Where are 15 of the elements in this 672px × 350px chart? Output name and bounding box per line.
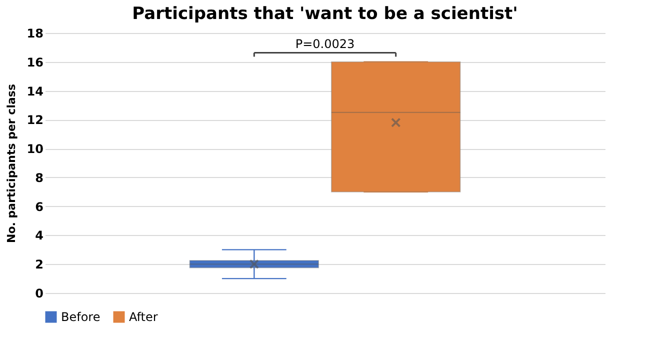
y-tick-label: 2 <box>35 258 44 272</box>
legend-label: After <box>129 310 158 324</box>
y-axis-title: No. participants per class <box>4 84 18 243</box>
y-tick-label: 8 <box>35 170 44 185</box>
y-tick-label: 18 <box>26 26 44 40</box>
legend-label: Before <box>61 310 100 324</box>
y-tick-label: 6 <box>35 200 44 214</box>
annotation: P=0.0023 <box>295 36 355 51</box>
y-tick-label: 4 <box>35 228 44 243</box>
y-tick-label: 16 <box>26 55 44 70</box>
y-tick-label: 0 <box>35 286 44 300</box>
y-tick-label: 12 <box>26 113 44 128</box>
y-tick-label: 14 <box>26 84 44 98</box>
y-tick-label: 10 <box>26 142 44 156</box>
chart-title: Participants that 'want to be a scientist' <box>132 4 518 24</box>
